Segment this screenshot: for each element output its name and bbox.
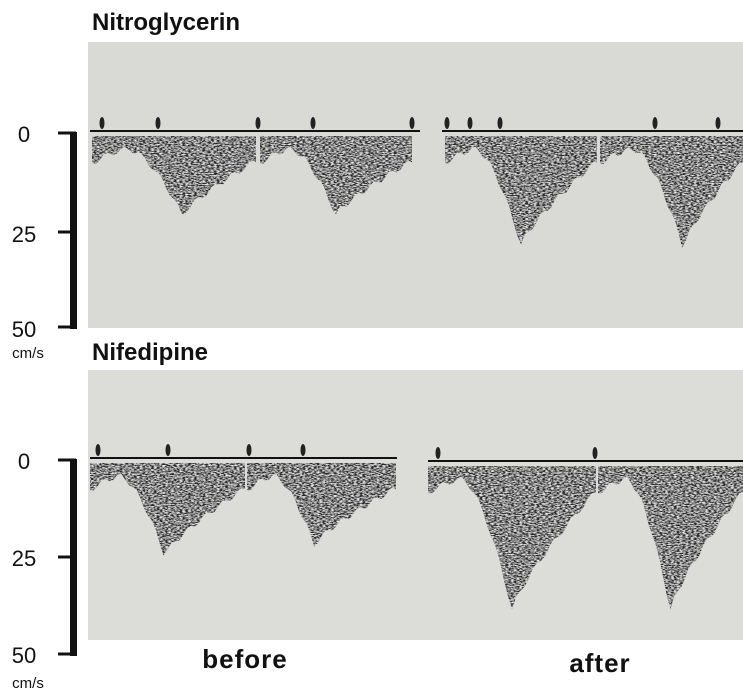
spike-mark (592, 447, 598, 459)
spike-mark (255, 117, 261, 129)
axis-label: 50 (12, 643, 36, 668)
spike-mark (99, 117, 105, 129)
velocity-axis: 0 25 50 cm/s (12, 122, 77, 362)
doppler-waveform (445, 136, 597, 245)
spike-mark (95, 444, 101, 456)
caption: after (569, 648, 630, 678)
spike-mark (409, 117, 415, 129)
spike-mark (467, 117, 473, 129)
spike-mark (155, 117, 161, 129)
spike-mark (300, 444, 306, 456)
axis-unit: cm/s (12, 345, 44, 362)
doppler-waveform (92, 136, 256, 215)
axis-label: 0 (18, 449, 30, 474)
doppler-waveform (428, 466, 596, 610)
caption: before (202, 644, 287, 674)
spike-mark (652, 117, 658, 129)
axis-label: 25 (12, 222, 36, 247)
axis-label: 25 (12, 546, 36, 571)
spike-mark (310, 117, 316, 129)
doppler-waveform (247, 463, 396, 547)
doppler-waveform (260, 136, 412, 215)
spike-mark (165, 444, 171, 456)
axis-label: 50 (12, 317, 36, 342)
waveforms (90, 117, 743, 610)
velocity-axis: 0 25 50 cm/s (12, 449, 77, 692)
panel-title: Nitroglycerin (92, 9, 240, 36)
panel-title: Nifedipine (92, 339, 208, 366)
axis-label: 0 (18, 122, 30, 147)
doppler-waveform (90, 463, 245, 556)
doppler-waveform (600, 136, 743, 248)
spike-mark (435, 447, 441, 459)
spike-mark (246, 444, 252, 456)
spike-mark (497, 117, 503, 129)
spike-mark (715, 117, 721, 129)
doppler-waveform (598, 466, 743, 610)
spike-mark (444, 117, 450, 129)
axis-unit: cm/s (12, 675, 44, 692)
